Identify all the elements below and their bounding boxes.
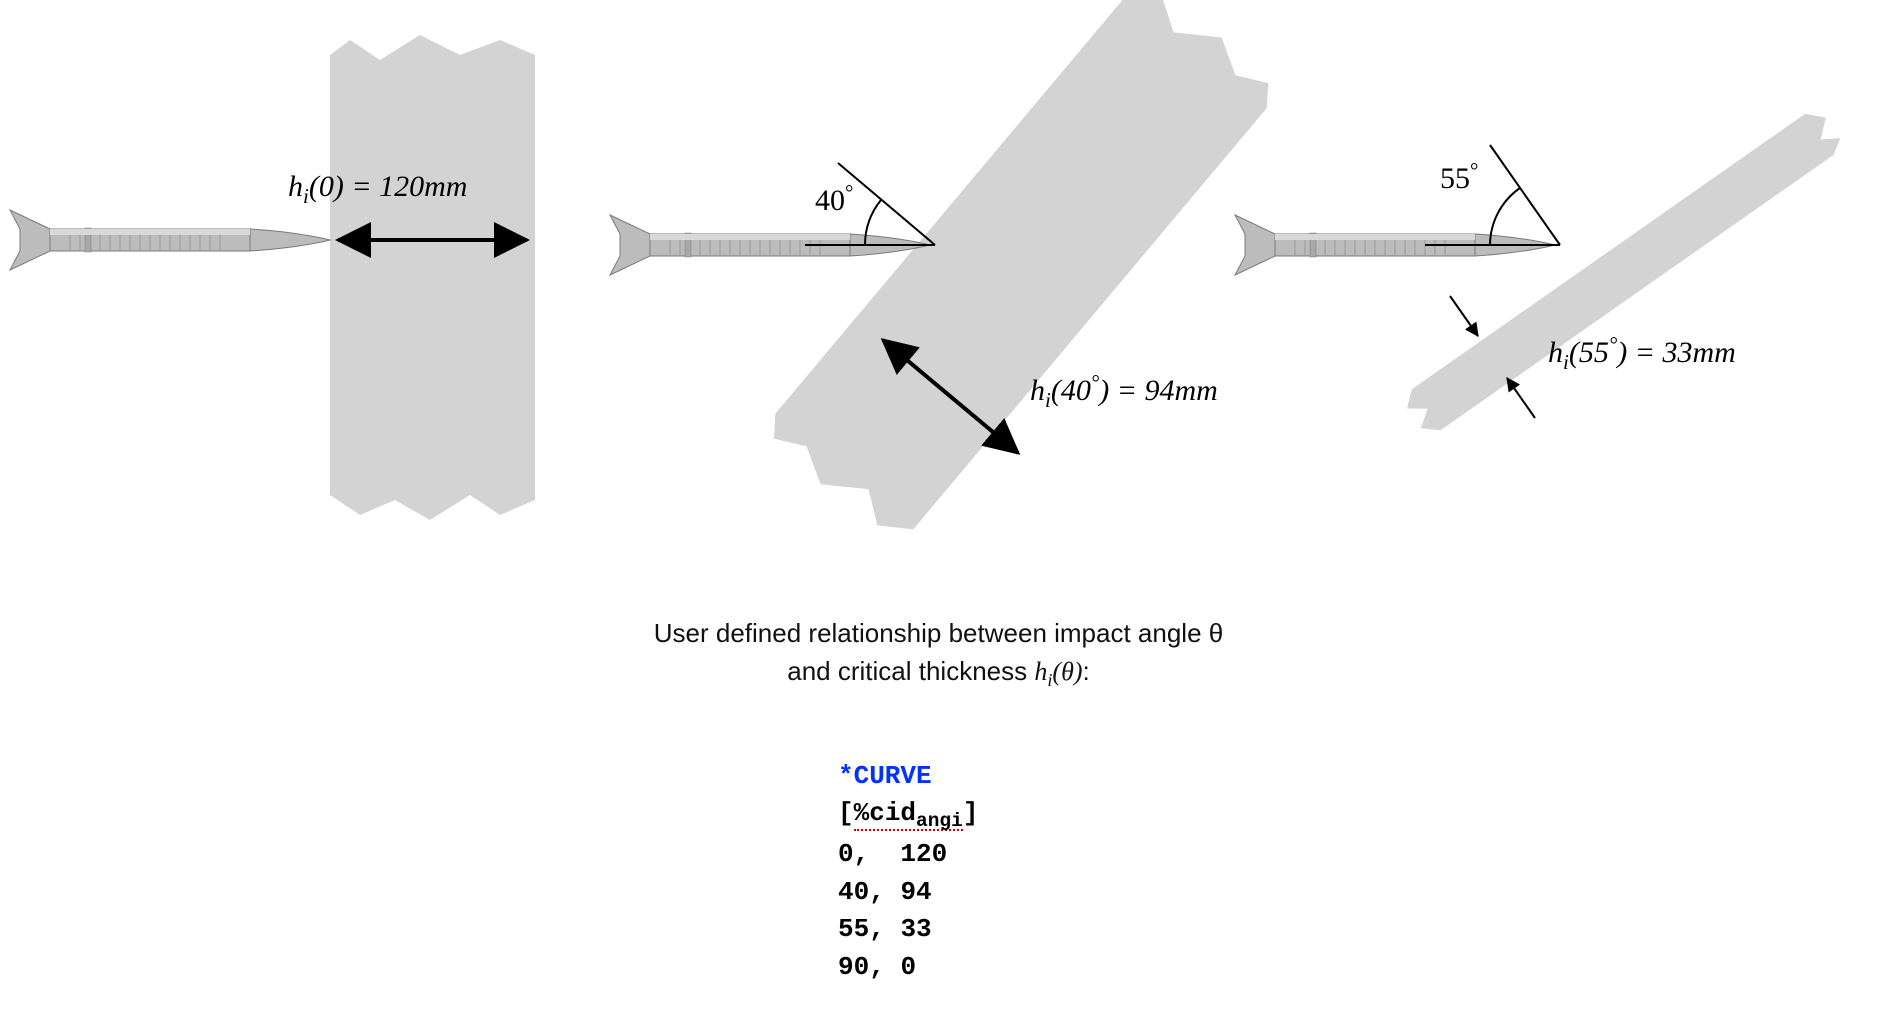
code-row-2: 55, 33 xyxy=(838,914,932,944)
val-h55: 33 xyxy=(1662,336,1692,369)
code-block: *CURVE [%cidangi] 0, 120 40, 94 55, 33 9… xyxy=(838,720,978,1024)
val-h0: 120 xyxy=(379,170,424,203)
label-angle-40: 40° xyxy=(815,180,853,218)
label-angle-55: 55° xyxy=(1440,158,1478,196)
val-h40: 94 xyxy=(1144,374,1174,407)
code-row-3: 90, 0 xyxy=(838,952,916,982)
code-row-0: 0, 120 xyxy=(838,839,947,869)
diagram-0deg xyxy=(10,35,535,520)
code-row-1: 40, 94 xyxy=(838,877,932,907)
code-keyword: *CURVE xyxy=(838,761,932,791)
caption: User defined relationship between impact… xyxy=(0,615,1877,693)
label-h40: hi(40°) = 94mm xyxy=(1030,370,1218,413)
angle-40-val: 40 xyxy=(815,184,845,217)
caption-line2-suffix: : xyxy=(1083,656,1090,686)
label-h0: hi(0) = 120mm xyxy=(288,170,467,209)
diagram-40deg xyxy=(610,0,1283,549)
caption-line2-prefix: and critical thickness xyxy=(787,656,1034,686)
caption-line1: User defined relationship between impact… xyxy=(654,618,1223,648)
diagram-canvas: hi(0) = 120mm 40° hi(40°) = 94mm 55° hi(… xyxy=(0,0,1877,1005)
angle-55-val: 55 xyxy=(1440,162,1470,195)
label-h55: hi(55°) = 33mm xyxy=(1548,332,1736,375)
diagram-55deg xyxy=(1235,105,1846,438)
